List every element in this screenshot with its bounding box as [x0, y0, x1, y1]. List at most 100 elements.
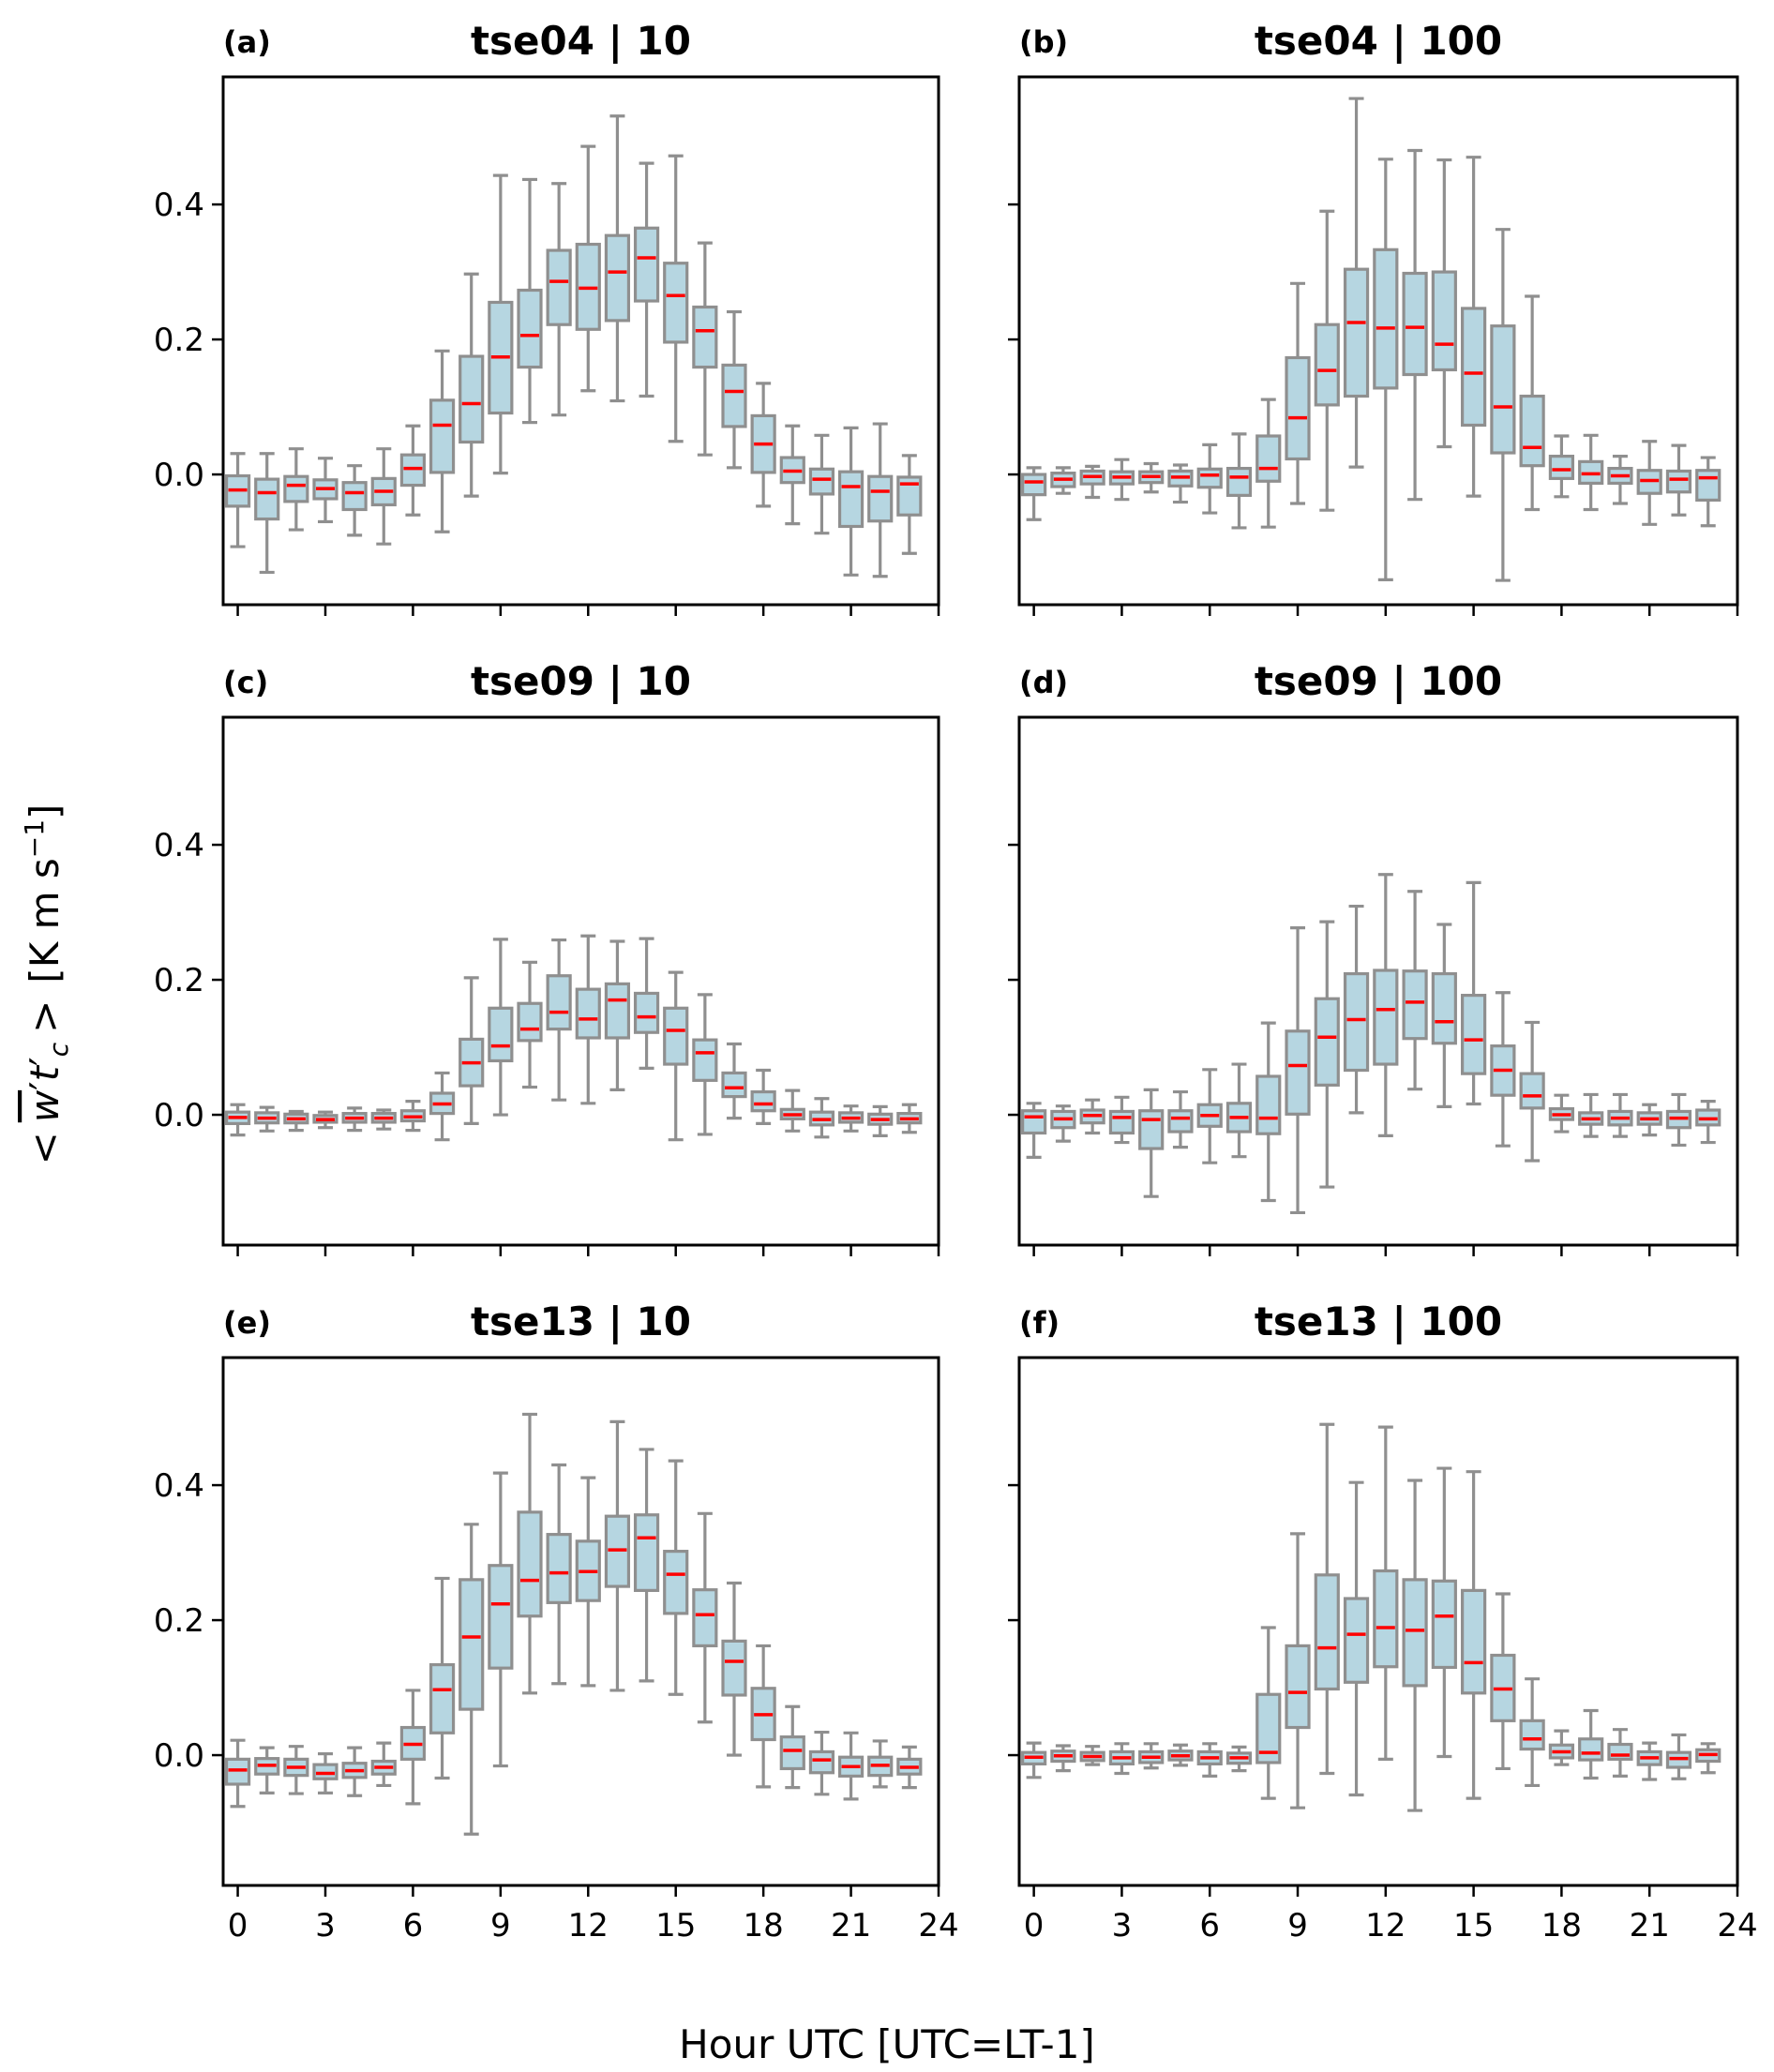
- box-hour-6: [399, 1689, 427, 1806]
- panel-d: (d) tse09 | 100: [1008, 658, 1739, 1256]
- iqr-box: [1461, 307, 1487, 428]
- panel-e: (e) tse13 | 10 0.0 0.2 0.4 0 3 6 9 12 15 18 21 24: [154, 1299, 959, 1944]
- box-hour-14: [633, 1448, 660, 1683]
- iqr-box: [808, 1749, 835, 1775]
- x-tick-label: 18: [1541, 1907, 1582, 1944]
- iqr-box: [428, 398, 456, 474]
- box-hour-8: [1255, 1626, 1282, 1800]
- box-hour-1: [254, 452, 280, 575]
- iqr-box: [1607, 1742, 1633, 1761]
- box-hour-22: [1665, 443, 1692, 517]
- iqr-box: [312, 1763, 338, 1780]
- box-hour-20: [1607, 1728, 1633, 1778]
- box-hour-2: [283, 1109, 309, 1133]
- box-hour-15: [1461, 1470, 1487, 1800]
- iqr-box: [341, 481, 368, 512]
- box-hour-18: [750, 1644, 776, 1789]
- iqr-box: [1373, 1569, 1399, 1669]
- iqr-box: [779, 1735, 805, 1771]
- iqr-box: [1431, 971, 1457, 1045]
- box-hour-10: [1314, 1422, 1340, 1776]
- box-hour-5: [1167, 1743, 1194, 1767]
- x-tick-label: 9: [1287, 1907, 1308, 1944]
- x-tick-label: 3: [1112, 1907, 1133, 1944]
- box-hour-6: [1196, 1068, 1223, 1164]
- iqr-box: [1665, 469, 1692, 494]
- iqr-box: [488, 1564, 514, 1670]
- iqr-box: [1461, 994, 1487, 1075]
- box-hour-6: [399, 1100, 427, 1133]
- x-tick-label: 21: [1630, 1907, 1670, 1944]
- box-hour-9: [1285, 1532, 1311, 1809]
- panel-a: (a) tse04 | 10 0.0 0.2 0.4: [154, 18, 940, 616]
- box-hour-11: [1343, 1480, 1370, 1797]
- y-label-units-close: ]: [22, 804, 68, 819]
- iqr-box: [633, 1513, 660, 1592]
- iqr-box: [1225, 466, 1253, 497]
- x-tick-label: 9: [490, 1907, 511, 1944]
- y-tick-label: 0.4: [154, 1467, 204, 1505]
- iqr-box: [721, 363, 747, 428]
- iqr-box: [808, 467, 835, 496]
- box-hour-8: [459, 1523, 485, 1836]
- iqr-box: [399, 453, 427, 488]
- box-hour-9: [1285, 281, 1311, 505]
- box-hour-22: [867, 1739, 894, 1789]
- box-hour-2: [1079, 464, 1105, 500]
- box-hour-7: [1225, 1062, 1253, 1159]
- box-hour-18: [1548, 434, 1575, 499]
- iqr-box: [663, 1006, 689, 1066]
- box-hour-22: [867, 1104, 894, 1137]
- x-tick-label: 0: [228, 1907, 248, 1944]
- y-tick-label: 0.0: [154, 1097, 204, 1134]
- box-hour-4: [341, 1106, 368, 1133]
- panel-letter: (f): [1019, 1305, 1060, 1341]
- iqr-box: [1490, 324, 1516, 455]
- box-hour-16: [1490, 1592, 1516, 1771]
- iqr-box: [1285, 355, 1311, 461]
- box-hour-17: [721, 309, 747, 470]
- iqr-box: [663, 262, 689, 344]
- axes-frame: [221, 75, 940, 607]
- box-hour-18: [1548, 1729, 1575, 1766]
- box-hour-19: [1578, 1092, 1604, 1138]
- iqr-box: [721, 1071, 747, 1099]
- box-hour-6: [399, 424, 427, 517]
- y-label-prime1: ′: [22, 1081, 68, 1090]
- box-hour-21: [837, 1731, 864, 1801]
- box-hour-0: [224, 1103, 251, 1137]
- panel-letter: (e): [223, 1305, 271, 1341]
- iqr-box: [692, 1038, 718, 1082]
- box-hour-19: [1578, 433, 1604, 512]
- box-hour-23: [1695, 1742, 1721, 1775]
- box-hour-1: [1050, 466, 1076, 495]
- box-hour-1: [1050, 1744, 1076, 1773]
- box-hour-14: [1431, 923, 1457, 1109]
- box-hour-12: [1373, 873, 1399, 1137]
- box-hour-3: [312, 1752, 338, 1794]
- box-hour-8: [1255, 398, 1282, 529]
- iqr-box: [1548, 455, 1575, 480]
- panel-title: tse09 | 100: [1255, 658, 1502, 704]
- y-label-open: <: [22, 1132, 68, 1164]
- box-hour-9: [488, 938, 514, 1117]
- y-label-t: t: [22, 1064, 68, 1081]
- box-hour-5: [370, 1741, 397, 1788]
- box-hour-8: [459, 272, 485, 498]
- box-hour-16: [1490, 228, 1516, 582]
- panel-letter: (b): [1019, 24, 1068, 60]
- box-hour-10: [1314, 209, 1340, 512]
- panel-letter: (d): [1019, 665, 1068, 700]
- box-hour-7: [428, 1576, 456, 1780]
- iqr-box: [546, 1533, 572, 1604]
- iqr-box: [633, 226, 660, 303]
- y-axis-label-group: <w′t′c>[K m s−1]: [19, 804, 74, 1165]
- x-tick-label: 12: [1365, 1907, 1406, 1944]
- iqr-box: [575, 987, 601, 1040]
- box-hour-14: [1431, 158, 1457, 449]
- box-hour-6: [1196, 1742, 1223, 1778]
- y-label-prime2: ′: [22, 1057, 68, 1066]
- panel-title: tse13 | 100: [1255, 1299, 1502, 1344]
- box-hour-3: [1108, 1742, 1135, 1776]
- iqr-box: [1695, 469, 1721, 503]
